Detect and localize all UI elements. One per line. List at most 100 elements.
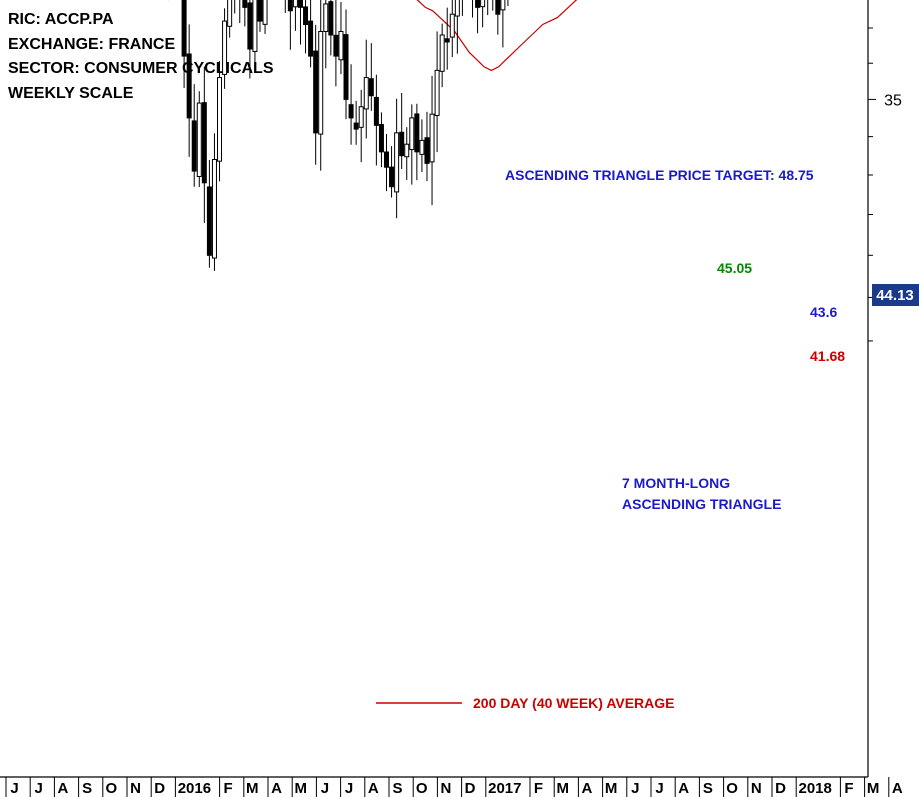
candle-up xyxy=(394,132,400,193)
price-target-label: ASCENDING TRIANGLE PRICE TARGET: 48.75 xyxy=(505,167,814,183)
x-month-label: M xyxy=(556,780,569,797)
ma200-line xyxy=(416,0,578,72)
candle-down xyxy=(414,113,420,153)
candle-up xyxy=(338,30,344,61)
x-month-label: D xyxy=(465,780,476,797)
candle-up xyxy=(211,159,217,259)
x-month-label: A xyxy=(57,780,68,797)
candle-up xyxy=(500,0,506,11)
moving-average xyxy=(416,0,578,72)
candle-up xyxy=(449,13,455,38)
x-year-label: 2016 xyxy=(178,780,211,797)
legend-label: 200 DAY (40 WEEK) AVERAGE xyxy=(473,695,675,711)
pattern-label-line1: 7 MONTH-LONG xyxy=(622,475,730,491)
scale-label: WEEKLY SCALE xyxy=(8,84,134,102)
candle-up xyxy=(252,0,258,52)
x-month-label: J xyxy=(35,780,43,797)
x-month-label: A xyxy=(271,780,282,797)
last-price-badge xyxy=(872,284,919,306)
candle-down xyxy=(313,50,319,134)
x-month-label: M xyxy=(605,780,618,797)
x-month-label: A xyxy=(892,780,903,797)
candle-down xyxy=(495,0,501,15)
candle-up xyxy=(439,34,445,72)
x-month-label: N xyxy=(751,780,762,797)
x-month-label: N xyxy=(130,780,141,797)
candle-up xyxy=(480,0,486,8)
candle-down xyxy=(297,0,303,8)
candle-up xyxy=(292,0,298,8)
x-month-label: M xyxy=(246,780,259,797)
candle-down xyxy=(378,124,384,153)
candle-down xyxy=(444,38,450,43)
candle-down xyxy=(186,53,192,119)
candle-down xyxy=(368,78,374,97)
candle-up xyxy=(358,106,364,128)
candle-down xyxy=(353,122,359,130)
chart-info: RIC: ACCP.PA EXCHANGE: FRANCE SECTOR: CO… xyxy=(8,8,274,106)
candle-down xyxy=(242,0,248,8)
level-45-label: 45.05 xyxy=(717,260,752,276)
x-month-label: D xyxy=(775,780,786,797)
candle-down xyxy=(399,131,405,157)
y-tick-label: 35 xyxy=(884,92,902,109)
candle-down xyxy=(308,20,314,57)
candle-up xyxy=(222,20,228,75)
candle-down xyxy=(247,2,253,50)
x-month-label: O xyxy=(726,780,738,797)
x-month-label: J xyxy=(345,780,353,797)
candle-up xyxy=(454,0,460,17)
candle-down xyxy=(328,1,334,36)
candle-down xyxy=(303,6,309,26)
candle-up xyxy=(323,3,329,32)
x-month-label: N xyxy=(440,780,451,797)
candle-down xyxy=(201,102,207,184)
candle-up xyxy=(419,139,425,155)
x-month-label: M xyxy=(867,780,880,797)
x-month-label: O xyxy=(105,780,117,797)
x-month-label: O xyxy=(416,780,428,797)
candle-down xyxy=(287,0,293,12)
x-month-label: S xyxy=(392,780,402,797)
x-month-label: S xyxy=(82,780,92,797)
support-label: 41.68 xyxy=(810,348,845,364)
candle-down xyxy=(424,137,430,164)
x-year-label: 2017 xyxy=(488,780,521,797)
sector-label: SECTOR: CONSUMER CYCLICALS xyxy=(8,60,274,77)
candle-down xyxy=(348,104,354,119)
candle-down xyxy=(389,166,395,188)
candle-up xyxy=(409,117,415,151)
x-month-label: J xyxy=(321,780,329,797)
candle-down xyxy=(384,151,389,168)
candlesticks xyxy=(168,0,509,271)
candle-up xyxy=(363,77,369,110)
candle-up xyxy=(429,113,435,163)
x-month-label: J xyxy=(631,780,639,797)
candle-down xyxy=(191,120,197,172)
candle-up xyxy=(404,143,410,158)
candle-down xyxy=(257,0,263,22)
x-month-label: J xyxy=(10,780,18,797)
exchange-label: EXCHANGE: FRANCE xyxy=(8,35,176,53)
candle-down xyxy=(373,96,379,126)
candle-down xyxy=(343,34,349,100)
x-month-label: A xyxy=(678,780,689,797)
candle-down xyxy=(333,34,339,57)
x-month-label: F xyxy=(534,780,543,797)
x-month-label: A xyxy=(368,780,379,797)
last-price-value: 44.13 xyxy=(876,287,914,304)
candle-up xyxy=(318,30,324,135)
candle-down xyxy=(206,186,212,256)
candle-up xyxy=(217,77,223,162)
x-month-label: M xyxy=(294,780,307,797)
ric-label: RIC: ACCP.PA xyxy=(8,11,114,28)
pattern-label-line2: ASCENDING TRIANGLE xyxy=(622,496,781,512)
candle-up xyxy=(227,0,233,27)
x-month-label: F xyxy=(224,780,233,797)
candle-up xyxy=(434,69,440,116)
candle-up xyxy=(196,102,202,177)
x-month-label: S xyxy=(703,780,713,797)
x-month-label: D xyxy=(154,780,165,797)
candle-down xyxy=(475,0,481,8)
